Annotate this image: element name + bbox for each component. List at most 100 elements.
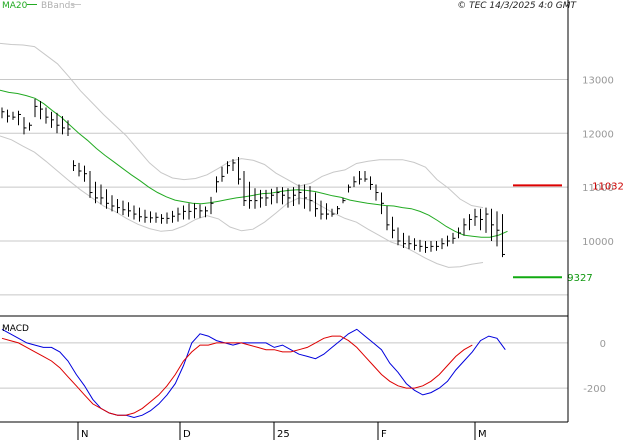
bb-upper-line — [0, 42, 484, 209]
price-bar — [51, 111, 54, 128]
price-bar — [403, 232, 406, 248]
price-bar — [150, 211, 153, 223]
axes: N D 25 F M — [0, 0, 569, 440]
support-resistance-levels: 11032 9327 — [513, 181, 624, 284]
support-label: 9327 — [567, 273, 592, 284]
price-bar — [293, 187, 296, 206]
x-tick-label: M — [478, 429, 487, 440]
price-bar — [397, 227, 401, 246]
price-bar — [282, 187, 285, 205]
price-bar — [12, 111, 16, 120]
price-bar — [89, 171, 93, 198]
bollinger-bands — [0, 42, 484, 268]
price-bar — [243, 171, 247, 206]
price-y-tick-label: 11000 — [582, 183, 614, 194]
price-bar — [227, 161, 230, 174]
price-bar — [276, 187, 280, 204]
price-bar — [177, 207, 181, 222]
price-bar — [425, 241, 428, 253]
price-bar — [40, 101, 43, 120]
price-bar — [117, 199, 120, 213]
price-bar — [458, 227, 461, 239]
price-bar — [359, 171, 362, 185]
price-bar — [260, 189, 263, 208]
price-bar — [128, 202, 131, 217]
price-bar — [106, 189, 109, 209]
price-bar — [254, 188, 258, 209]
bb-lower-line — [0, 135, 484, 268]
macd-line — [1, 328, 506, 419]
price-bar — [298, 184, 302, 205]
price-bar — [183, 205, 186, 220]
macd-y-tick-label: -200 — [583, 384, 606, 395]
price-bar — [309, 186, 313, 212]
price-bar — [414, 238, 417, 251]
price-bar — [34, 98, 38, 118]
price-bar — [238, 157, 241, 185]
price-bar — [249, 181, 252, 209]
x-tick-label: D — [183, 429, 191, 440]
price-bar — [221, 166, 225, 182]
price-bar — [265, 189, 269, 206]
price-bar — [364, 171, 368, 182]
price-bar — [392, 216, 395, 239]
price-bar — [491, 208, 494, 241]
price-bar — [7, 109, 10, 123]
price-bar — [18, 110, 21, 126]
price-bar — [95, 181, 98, 204]
price-bar — [62, 116, 65, 135]
price-bar — [205, 206, 208, 218]
legend-bbands: BBands — [41, 1, 75, 11]
price-bar — [232, 159, 236, 171]
price-bar — [210, 196, 214, 215]
price-bar — [381, 192, 384, 215]
price-bar — [370, 176, 373, 190]
price-bar — [326, 203, 329, 220]
price-bar — [436, 241, 439, 251]
price-bar — [161, 214, 164, 224]
price-bar — [100, 184, 104, 205]
price-bar — [408, 235, 412, 250]
price-bar — [271, 188, 274, 205]
x-tick-label: N — [81, 429, 88, 440]
price-bar — [348, 184, 351, 193]
price-bar — [441, 238, 445, 250]
price-bar — [320, 200, 324, 220]
price-bar — [122, 200, 126, 216]
price-bar — [84, 165, 87, 182]
macd-panel-title: MACD — [2, 324, 29, 334]
price-bar — [447, 235, 450, 247]
price-bar — [29, 122, 32, 131]
x-tick-label: 25 — [277, 429, 290, 440]
price-bar — [56, 112, 60, 134]
ma20-path — [0, 89, 508, 238]
macd-y-tick-label: 0 — [600, 339, 606, 350]
price-gridlines: 10000 11000 12000 13000 — [0, 75, 614, 296]
price-bar — [480, 208, 483, 231]
price-bar — [1, 107, 5, 119]
price-bar — [111, 195, 115, 212]
price-bar — [496, 211, 500, 247]
price-bar — [199, 204, 203, 218]
price-bar — [172, 210, 175, 223]
price-bar — [502, 214, 505, 258]
price-bar — [331, 208, 335, 217]
price-bar — [342, 197, 346, 204]
price-bar — [139, 207, 142, 222]
price-bar — [337, 206, 340, 215]
price-bar — [463, 218, 467, 236]
price-bar — [304, 184, 307, 209]
price-bar — [419, 239, 423, 252]
price-y-tick-label: 10000 — [582, 237, 614, 248]
macd-signal-line — [1, 335, 473, 416]
macd-panel: 0 -200 — [0, 328, 606, 419]
price-bar — [23, 117, 27, 135]
resistance-label: 11032 — [592, 181, 624, 192]
x-tick-label: F — [381, 429, 387, 440]
price-bar — [144, 209, 148, 223]
price-bar — [194, 203, 197, 219]
price-bar — [73, 160, 76, 171]
price-bar — [155, 212, 159, 223]
price-bar — [216, 176, 219, 193]
